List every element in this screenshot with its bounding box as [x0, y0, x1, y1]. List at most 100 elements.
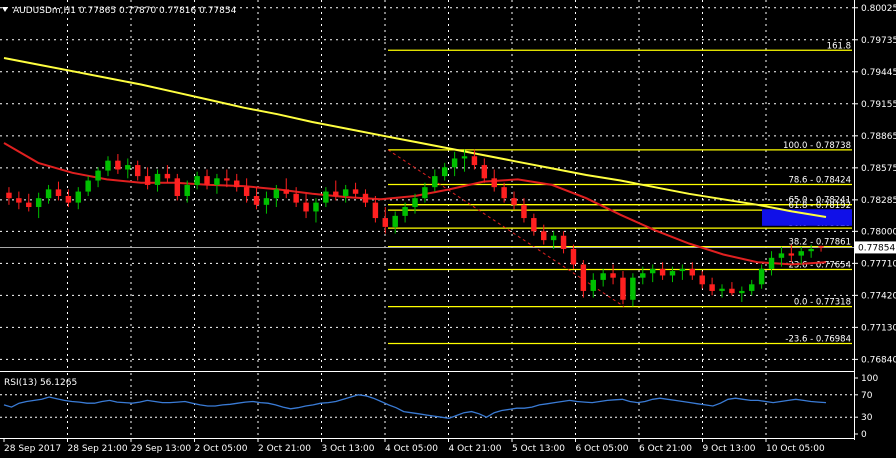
candle-body [204, 176, 210, 185]
fib-level-label: 161.8 [827, 41, 851, 51]
candle-body [224, 178, 230, 181]
candle-body [620, 277, 626, 300]
price-tick-label: 0.79445 [861, 68, 896, 78]
price-panel [0, 0, 854, 371]
candle-body [541, 231, 547, 241]
fib-zone-box [762, 209, 852, 226]
price-tick-label: 0.79155 [861, 100, 896, 110]
rsi-tick-label: 30 [861, 413, 873, 423]
candle-body [531, 218, 537, 232]
time-tick-label: 9 Oct 13:00 [703, 444, 756, 454]
price-tick-label: 0.77420 [861, 291, 896, 301]
candle-body [739, 290, 745, 294]
candle-body [640, 273, 646, 278]
fib-level-label: 65.0 - 0.78241 [788, 196, 851, 206]
candle-body [432, 176, 438, 188]
rsi-series-line [3, 394, 827, 419]
candle-body [26, 202, 32, 208]
time-tick-label: 3 Oct 13:00 [322, 444, 375, 454]
price-tick-label: 0.78575 [861, 164, 896, 174]
rsi-panel [0, 373, 854, 438]
candle-body [125, 165, 131, 170]
price-tick-label: 0.78285 [861, 196, 896, 206]
candle-body [333, 191, 339, 196]
candle-body [491, 178, 497, 188]
candle-body [630, 277, 636, 300]
dropdown-arrow-icon[interactable] [2, 7, 8, 12]
time-tick-label: 6 Oct 21:00 [639, 444, 692, 454]
candle-body [709, 284, 715, 291]
candle-body [550, 235, 557, 241]
price-tick-label: 0.79735 [861, 36, 896, 46]
candle-body [729, 288, 735, 294]
candle-body [580, 264, 587, 291]
candle-body [342, 189, 349, 196]
candle-body [412, 198, 418, 208]
candle-body [748, 284, 755, 291]
candle-body [372, 202, 379, 219]
price-axis: 0.80025 0.79735 0.79445 0.79155 0.78865 0.785… [854, 4, 896, 365]
candle-body [263, 198, 270, 205]
candle-body [590, 279, 596, 291]
fib-level-label: -23.6 - 0.76984 [785, 334, 851, 344]
candle-body [560, 235, 567, 249]
price-tick-label: 0.77130 [861, 323, 896, 333]
candle-body [659, 268, 666, 276]
candle-body [461, 156, 468, 159]
candle-body [75, 191, 82, 203]
candle-body [679, 268, 686, 272]
current-price-label: 0.77854 [858, 243, 895, 253]
candle-body [154, 173, 161, 185]
candle-body [481, 165, 488, 179]
ma-slow-line [3, 57, 827, 218]
candle-body [818, 246, 824, 248]
symbol-header: AUDUSDm,H1 0.77865 0.77870 0.77816 0.778… [13, 6, 237, 16]
candle-body [758, 268, 765, 285]
price-tick-label: 0.76840 [861, 355, 896, 365]
candle-body [441, 167, 448, 177]
time-tick-label: 10 Oct 05:00 [766, 444, 825, 454]
candle-body [45, 189, 52, 199]
fib-level-label: 23.6 - 0.77654 [788, 261, 851, 271]
candle-body [669, 271, 676, 276]
rsi-tick-label: 70 [861, 391, 873, 401]
current-price-box [855, 241, 896, 254]
candle-body [85, 180, 91, 192]
time-tick-label: 4 Oct 21:00 [449, 444, 502, 454]
rsi-title: RSI(13) 56.1265 [4, 378, 77, 388]
candle-body [293, 193, 299, 203]
candle-body [768, 257, 775, 269]
candle-body [105, 160, 111, 171]
candle-body [184, 184, 190, 196]
candle-body [273, 189, 280, 199]
time-tick-label: 2 Oct 05:00 [195, 444, 248, 454]
candle-body [798, 251, 804, 256]
fib-level-label: 61.8 - 0.78192 [788, 201, 851, 211]
candle-body [174, 178, 181, 196]
candle-body [323, 191, 329, 203]
price-tick-label: 0.77710 [861, 259, 896, 269]
time-tick-label: 28 Sep 2017 [4, 444, 61, 454]
candle-body [699, 275, 705, 285]
candle-body [194, 176, 200, 185]
price-tick-label: 0.78865 [861, 132, 896, 142]
candle-body [808, 248, 814, 252]
time-tick-label: 29 Sep 13:00 [131, 444, 191, 454]
grid-lines [0, 0, 854, 438]
rsi-tick-label: 0 [861, 430, 867, 440]
candle-body [115, 160, 121, 170]
candle-body [313, 202, 319, 212]
candle-body [65, 195, 72, 203]
candle-body [253, 195, 260, 205]
price-tick-label: 0.80025 [861, 4, 896, 14]
candle-body [362, 193, 369, 203]
candle-body [392, 215, 398, 227]
candle-body [451, 158, 458, 168]
candle-body [471, 156, 478, 166]
candle-body [778, 253, 785, 258]
candles [6, 149, 824, 307]
candle-body [243, 187, 250, 196]
fibonacci-levels: 161.8 100.0 - 0.78738 78.6 - 0.78424 65.0 -… [0, 41, 854, 344]
